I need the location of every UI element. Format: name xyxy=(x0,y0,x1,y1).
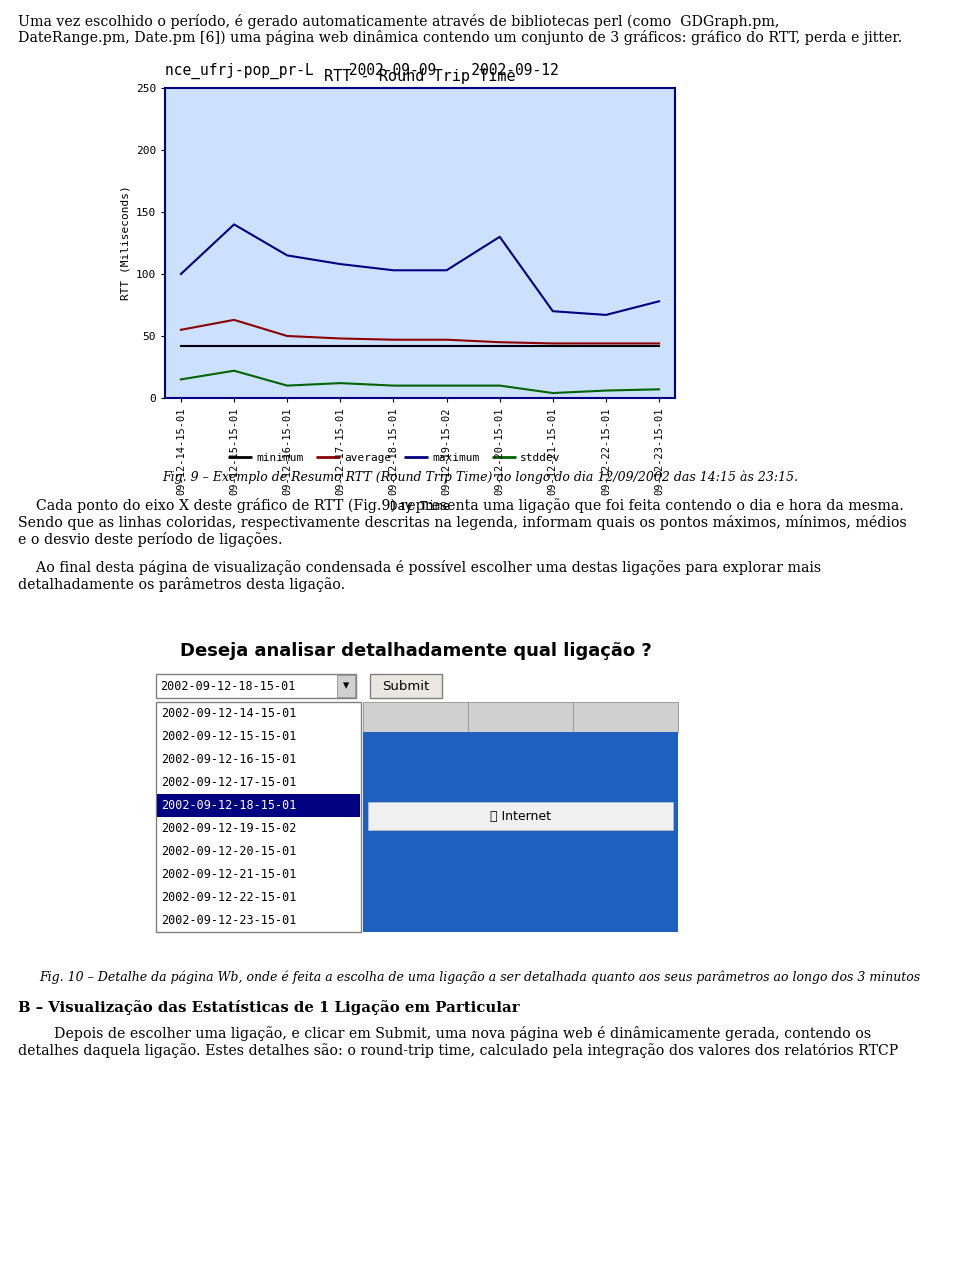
Text: 🌐 Internet: 🌐 Internet xyxy=(490,810,551,822)
Text: detalhadamente os parâmetros desta ligação.: detalhadamente os parâmetros desta ligaç… xyxy=(18,577,346,592)
Text: Fig. 9 – Exemplo de Resumo RTT (Round Trip Time) ao longo do dia 12/09/2002 das : Fig. 9 – Exemplo de Resumo RTT (Round Tr… xyxy=(162,471,798,483)
Text: 2002-09-12-15-15-01: 2002-09-12-15-15-01 xyxy=(161,730,297,743)
Text: Ao final desta página de visualização condensada é possível escolher uma destas : Ao final desta página de visualização co… xyxy=(18,560,821,576)
Text: 2002-09-12-18-15-01: 2002-09-12-18-15-01 xyxy=(160,679,296,692)
Text: average: average xyxy=(344,453,392,463)
Text: detalhes daquela ligação. Estes detalhes são: o round-trip time, calculado pela : detalhes daquela ligação. Estes detalhes… xyxy=(18,1044,899,1058)
Text: minimum: minimum xyxy=(256,453,303,463)
Text: 2002-09-12-18-15-01: 2002-09-12-18-15-01 xyxy=(161,799,297,812)
Text: Sendo que as linhas coloridas, respectivamente descritas na legenda, informam qu: Sendo que as linhas coloridas, respectiv… xyxy=(18,515,907,530)
Y-axis label: RTT (Miliseconds): RTT (Miliseconds) xyxy=(120,186,131,300)
Text: maximum: maximum xyxy=(432,453,479,463)
Text: 2002-09-12-17-15-01: 2002-09-12-17-15-01 xyxy=(161,775,297,789)
Bar xyxy=(337,676,355,697)
Text: 2002-09-12-14-15-01: 2002-09-12-14-15-01 xyxy=(161,707,297,720)
Text: 2002-09-12-20-15-01: 2002-09-12-20-15-01 xyxy=(161,845,297,858)
Bar xyxy=(370,674,442,698)
Bar xyxy=(363,702,678,732)
Text: 2002-09-12-21-15-01: 2002-09-12-21-15-01 xyxy=(161,868,297,880)
Text: stddev: stddev xyxy=(520,453,561,463)
Text: Deseja analisar detalhadamente qual ligação ?: Deseja analisar detalhadamente qual liga… xyxy=(180,643,652,660)
Bar xyxy=(156,674,356,698)
Bar xyxy=(363,732,678,932)
Text: Depois de escolher uma ligação, e clicar em Submit, uma nova página web é dinâmi: Depois de escolher uma ligação, e clicar… xyxy=(18,1026,871,1041)
Text: Uma vez escolhido o período, é gerado automaticamente através de bibliotecas per: Uma vez escolhido o período, é gerado au… xyxy=(18,14,780,29)
X-axis label: Day Time: Day Time xyxy=(390,500,450,514)
Text: 2002-09-12-23-15-01: 2002-09-12-23-15-01 xyxy=(161,915,297,927)
Text: DateRange.pm, Date.pm [6]) uma página web dinâmica contendo um conjunto de 3 grá: DateRange.pm, Date.pm [6]) uma página we… xyxy=(18,30,902,46)
Text: B – Visualização das Estatísticas de 1 Ligação em Particular: B – Visualização das Estatísticas de 1 L… xyxy=(18,1001,519,1015)
Text: ▾: ▾ xyxy=(343,679,349,692)
Text: nce_ufrj-pop_pr-L    2002-09-09    2002-09-12: nce_ufrj-pop_pr-L 2002-09-09 2002-09-12 xyxy=(165,63,559,80)
Text: Submit: Submit xyxy=(382,679,430,692)
Text: e o desvio deste período de ligações.: e o desvio deste período de ligações. xyxy=(18,533,282,546)
Text: 2002-09-12-16-15-01: 2002-09-12-16-15-01 xyxy=(161,753,297,767)
Text: Cada ponto do eixo X deste gráfico de RTT (Fig.9) representa uma ligação que foi: Cada ponto do eixo X deste gráfico de RT… xyxy=(18,498,904,514)
Text: 2002-09-12-22-15-01: 2002-09-12-22-15-01 xyxy=(161,891,297,904)
Text: 2002-09-12-19-15-02: 2002-09-12-19-15-02 xyxy=(161,822,297,835)
Bar xyxy=(368,802,673,830)
Title: RTT - Round Trip Time: RTT - Round Trip Time xyxy=(324,70,516,83)
Text: Fig. 10 – Detalhe da página Wb, onde é feita a escolha de uma ligação a ser deta: Fig. 10 – Detalhe da página Wb, onde é f… xyxy=(39,970,921,983)
Bar xyxy=(156,702,361,932)
Bar xyxy=(157,794,360,817)
